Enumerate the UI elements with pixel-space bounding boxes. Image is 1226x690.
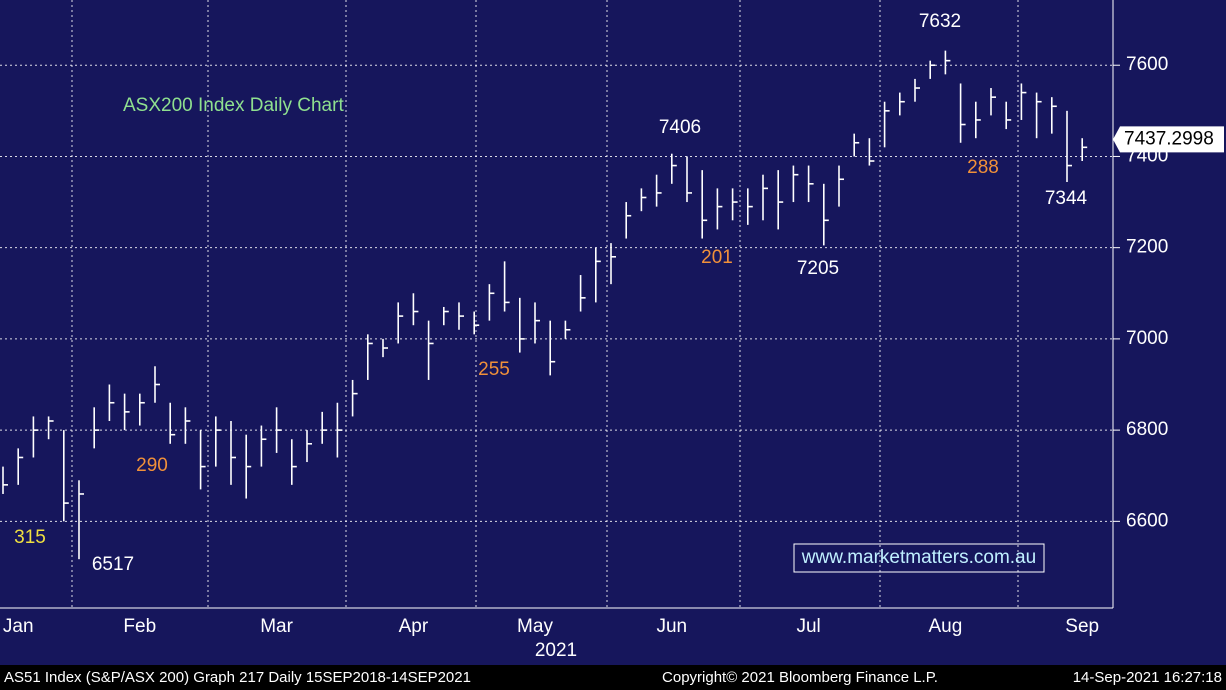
watermark: www.marketmatters.com.au xyxy=(801,547,1036,568)
x-tick-label: May xyxy=(517,616,553,637)
watermark-box xyxy=(793,543,1045,573)
annotation: 7344 xyxy=(1045,188,1088,209)
footer-bar xyxy=(0,665,1226,690)
x-tick-label: Jul xyxy=(796,616,820,637)
annotation: 255 xyxy=(478,359,510,380)
x-tick-label: Jun xyxy=(656,616,687,637)
y-tick-label: 6800 xyxy=(1126,419,1168,440)
annotation: 7406 xyxy=(659,117,701,138)
x-tick-label: Sep xyxy=(1065,616,1099,637)
last-price-box xyxy=(1113,126,1224,153)
x-tick-label: Jan xyxy=(3,616,34,637)
y-tick-label: 6600 xyxy=(1126,510,1168,531)
annotation: 6517 xyxy=(92,554,134,575)
x-tick-label: Feb xyxy=(123,616,156,637)
x-tick-label: Aug xyxy=(928,616,962,637)
annotation: 7632 xyxy=(919,11,961,32)
x-tick-label: Apr xyxy=(399,616,429,637)
x-axis-label: 2021 xyxy=(535,640,577,661)
footer-left: AS51 Index (S&P/ASX 200) Graph 217 Daily… xyxy=(4,669,471,686)
month-separators xyxy=(71,0,1019,608)
y-tick-label: 7600 xyxy=(1126,54,1168,75)
last-price-label: 7437.2998 xyxy=(1124,128,1214,149)
chart-title: ASX200 Index Daily Chart xyxy=(123,95,344,116)
footer-center: Copyright© 2021 Bloomberg Finance L.P. xyxy=(662,669,938,686)
x-tick-label: Mar xyxy=(260,616,293,637)
y-tick-label: 7200 xyxy=(1126,237,1168,258)
annotation: 290 xyxy=(136,455,168,476)
footer-right: 14-Sep-2021 16:27:18 xyxy=(1073,669,1222,686)
annotation: 288 xyxy=(967,157,999,178)
annotation: 7205 xyxy=(797,258,839,279)
y-tick-label: 7000 xyxy=(1126,328,1168,349)
annotation: 315 xyxy=(14,527,46,548)
annotation: 201 xyxy=(701,247,733,268)
